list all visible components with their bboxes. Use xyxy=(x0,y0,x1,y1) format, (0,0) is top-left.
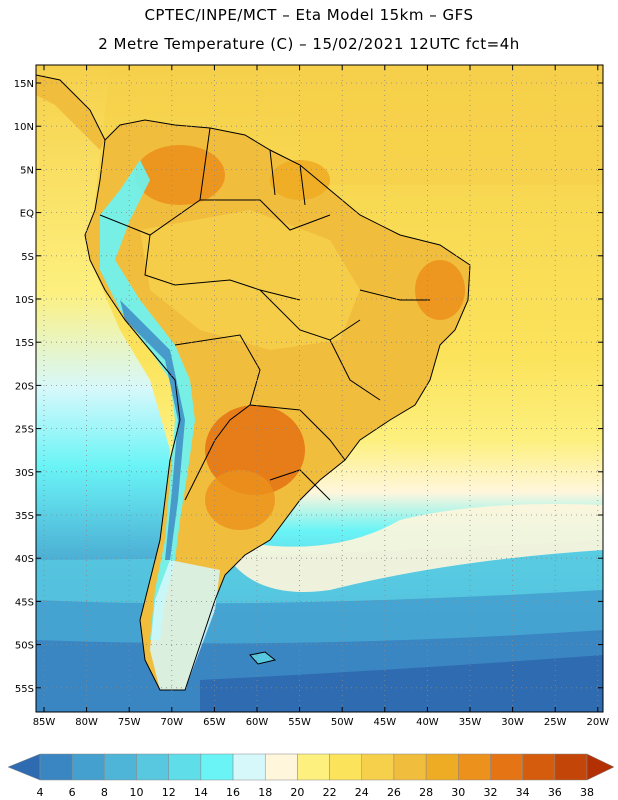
lat-label: 35S xyxy=(15,511,34,522)
lat-label: 25S xyxy=(15,425,34,436)
lat-label: 5S xyxy=(21,252,34,263)
lon-label: 30W xyxy=(501,717,524,728)
colorbar-box xyxy=(329,753,363,781)
lon-label: 75W xyxy=(118,717,141,728)
lat-label: 5N xyxy=(20,165,34,176)
lon-label: 55W xyxy=(288,717,311,728)
lon-label: 35W xyxy=(459,717,482,728)
colorbar-label: 10 xyxy=(130,786,144,799)
colorbar-box xyxy=(264,753,298,781)
lon-label: 70W xyxy=(160,717,183,728)
colorbar-label: 22 xyxy=(323,786,337,799)
colorbar-box xyxy=(490,753,523,781)
colorbar-label: 30 xyxy=(451,786,465,799)
colorbar-label: 36 xyxy=(548,786,562,799)
lon-label: 65W xyxy=(203,717,226,728)
lon-label: 50W xyxy=(331,717,354,728)
country-borders xyxy=(36,74,471,691)
lat-label: 55S xyxy=(15,684,34,695)
lon-label: 40W xyxy=(416,717,439,728)
colorbar-label: 8 xyxy=(101,786,108,799)
colorbar-box xyxy=(458,753,491,781)
lon-label: 45W xyxy=(373,717,396,728)
colorbar-label: 24 xyxy=(355,786,369,799)
colorbar-box xyxy=(297,753,330,781)
map-title-line2: 2 Metre Temperature (C) – 15/02/2021 12U… xyxy=(98,35,520,53)
colorbar-box xyxy=(200,753,234,781)
colorbar-arrow-low xyxy=(7,753,41,781)
colorbar-box xyxy=(522,753,556,781)
colorbar-label: 4 xyxy=(37,786,44,799)
longitude-labels: 85W 80W 75W 70W 65W 60W 55W 50W 45W 40W 35W 30W 25W 2… xyxy=(33,717,610,728)
colorbar-box xyxy=(71,753,105,781)
colorbar-label: 12 xyxy=(162,786,176,799)
lat-label: EQ xyxy=(20,209,34,220)
lat-label: 40S xyxy=(15,554,34,565)
lon-label: 25W xyxy=(544,717,567,728)
lat-label: 10S xyxy=(15,295,34,306)
pacific-field xyxy=(36,65,170,712)
lat-label: 10N xyxy=(14,122,34,133)
map-plot-area xyxy=(36,65,603,712)
cold-band-4 xyxy=(200,655,603,712)
colorbar-box xyxy=(361,753,395,781)
colorbar-label: 34 xyxy=(516,786,530,799)
map-frame xyxy=(35,64,604,713)
lat-label: 30S xyxy=(15,468,34,479)
lat-label: 20S xyxy=(15,381,34,392)
colorbar-box xyxy=(136,753,169,781)
lon-label: 60W xyxy=(246,717,269,728)
colorbar-label: 16 xyxy=(226,786,240,799)
lat-label: 45S xyxy=(15,597,34,608)
colorbar-label: 26 xyxy=(387,786,401,799)
colorbar-box xyxy=(425,753,459,781)
colorbar-arrow-high xyxy=(586,753,615,781)
lon-label: 20W xyxy=(586,717,609,728)
colorbar-label: 18 xyxy=(258,786,272,799)
latitude-labels: 15N 10N 5N EQ 5S 10S 15S 20S 25S 30S 35S 40S 45S 50S 5… xyxy=(14,79,34,695)
colorbar-box xyxy=(232,753,266,781)
colorbar-box xyxy=(168,753,202,781)
hotspot-colombia-venezuela xyxy=(135,145,225,205)
lat-label: 50S xyxy=(15,641,34,652)
colorbar-label: 14 xyxy=(194,786,208,799)
colorbar-box xyxy=(39,753,73,781)
colorbar-box xyxy=(104,753,137,781)
colorbar-label: 38 xyxy=(580,786,594,799)
colorbar-box xyxy=(393,753,427,781)
colorbar: 4 6 8 10 12 14 16 18 20 22 24 26 28 30 32 34 36 38 xyxy=(7,753,615,799)
colorbar-label: 32 xyxy=(483,786,497,799)
lat-label: 15N xyxy=(14,79,34,90)
colorbar-box xyxy=(554,753,588,781)
lon-label: 80W xyxy=(75,717,98,728)
lat-label: 15S xyxy=(15,338,34,349)
colorbar-label: 20 xyxy=(290,786,304,799)
lon-label: 85W xyxy=(33,717,56,728)
map-title-line1: CPTEC/INPE/MCT – Eta Model 15km – GFS xyxy=(144,6,474,24)
colorbar-label: 6 xyxy=(69,786,76,799)
colorbar-label: 28 xyxy=(419,786,433,799)
